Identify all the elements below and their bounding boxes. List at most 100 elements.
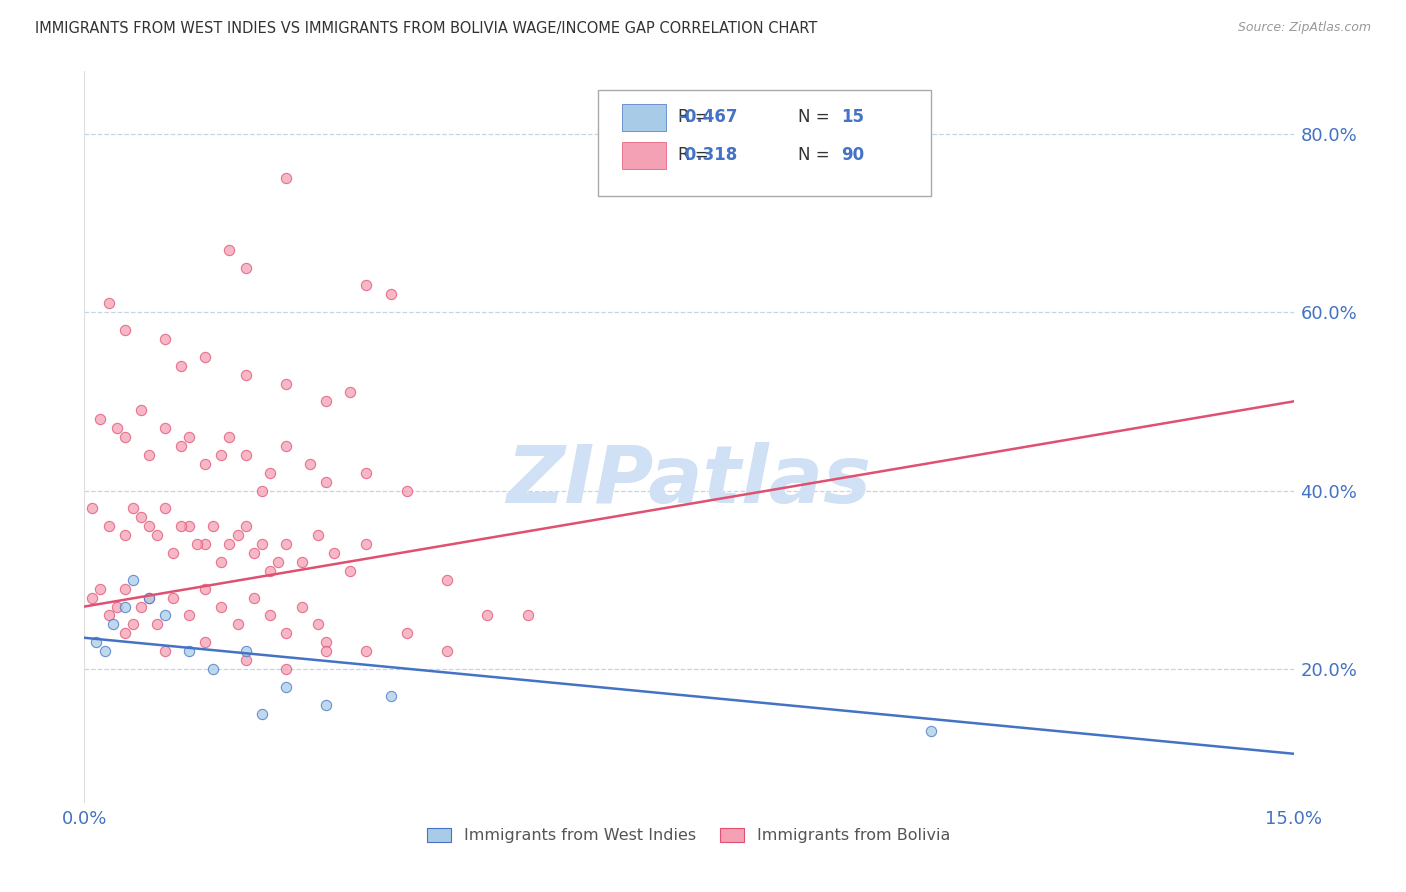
Point <box>259 608 281 623</box>
Point <box>274 376 297 391</box>
Point <box>82 591 104 605</box>
Point <box>105 421 128 435</box>
Point <box>274 537 297 551</box>
Point <box>356 466 378 480</box>
Point <box>93 644 115 658</box>
Point <box>114 528 136 542</box>
Point <box>291 599 314 614</box>
Point <box>226 528 249 542</box>
FancyBboxPatch shape <box>599 90 931 195</box>
Point <box>920 724 942 739</box>
Point <box>477 608 499 623</box>
Point <box>194 537 217 551</box>
Point <box>138 591 160 605</box>
Text: 15: 15 <box>841 109 865 127</box>
Point <box>209 555 232 569</box>
Text: -0.467: -0.467 <box>678 109 737 127</box>
Point <box>153 421 176 435</box>
Point <box>267 555 290 569</box>
Point <box>194 457 217 471</box>
Point <box>194 635 217 649</box>
Text: N =: N = <box>797 109 830 127</box>
Point <box>114 626 136 640</box>
Text: R =: R = <box>678 146 709 164</box>
Point <box>129 403 152 417</box>
Text: 90: 90 <box>841 146 865 164</box>
Point <box>274 171 297 186</box>
Point <box>218 537 240 551</box>
Point <box>86 635 108 649</box>
Point <box>82 501 104 516</box>
Point <box>356 278 378 293</box>
Point <box>299 457 322 471</box>
Point <box>307 617 329 632</box>
Point <box>250 706 273 721</box>
Point <box>250 483 273 498</box>
Point <box>153 644 176 658</box>
Point <box>129 510 152 524</box>
Point <box>202 662 225 676</box>
Point <box>162 591 184 605</box>
Point <box>380 689 402 703</box>
Point <box>202 519 225 533</box>
FancyBboxPatch shape <box>623 143 666 169</box>
Point <box>179 644 201 658</box>
Text: Source: ZipAtlas.com: Source: ZipAtlas.com <box>1237 21 1371 35</box>
Text: N =: N = <box>797 146 830 164</box>
Point <box>235 519 257 533</box>
Point <box>97 519 120 533</box>
Point <box>516 608 538 623</box>
Point <box>89 412 111 426</box>
Point <box>339 564 361 578</box>
Point <box>170 519 193 533</box>
Point <box>146 617 169 632</box>
Point <box>101 617 124 632</box>
Point <box>395 626 418 640</box>
Point <box>129 599 152 614</box>
Point <box>274 680 297 694</box>
Point <box>356 644 378 658</box>
Point <box>162 546 184 560</box>
Point <box>235 448 257 462</box>
Point <box>250 537 273 551</box>
Point <box>218 430 240 444</box>
Point <box>315 475 337 489</box>
Point <box>259 564 281 578</box>
Point <box>242 591 264 605</box>
Point <box>186 537 208 551</box>
Legend: Immigrants from West Indies, Immigrants from Bolivia: Immigrants from West Indies, Immigrants … <box>420 822 957 850</box>
Point <box>436 573 458 587</box>
Point <box>339 385 361 400</box>
Point <box>395 483 418 498</box>
Point <box>315 698 337 712</box>
Point <box>235 260 257 275</box>
Point <box>274 626 297 640</box>
Point <box>259 466 281 480</box>
Point <box>307 528 329 542</box>
Point <box>291 555 314 569</box>
Point <box>235 368 257 382</box>
Point <box>235 644 257 658</box>
Point <box>209 448 232 462</box>
Point <box>170 439 193 453</box>
Point <box>121 617 143 632</box>
Point <box>114 323 136 337</box>
Point <box>97 608 120 623</box>
Point <box>218 243 240 257</box>
Text: R =: R = <box>678 109 709 127</box>
Point <box>179 608 201 623</box>
Point <box>105 599 128 614</box>
Point <box>323 546 346 560</box>
Point <box>121 501 143 516</box>
Point <box>315 394 337 409</box>
Point <box>194 582 217 596</box>
Point <box>153 608 176 623</box>
Point <box>179 430 201 444</box>
Point <box>138 591 160 605</box>
Point <box>194 350 217 364</box>
Point <box>226 617 249 632</box>
Point <box>153 332 176 346</box>
Point <box>114 430 136 444</box>
Point <box>146 528 169 542</box>
Point <box>315 635 337 649</box>
